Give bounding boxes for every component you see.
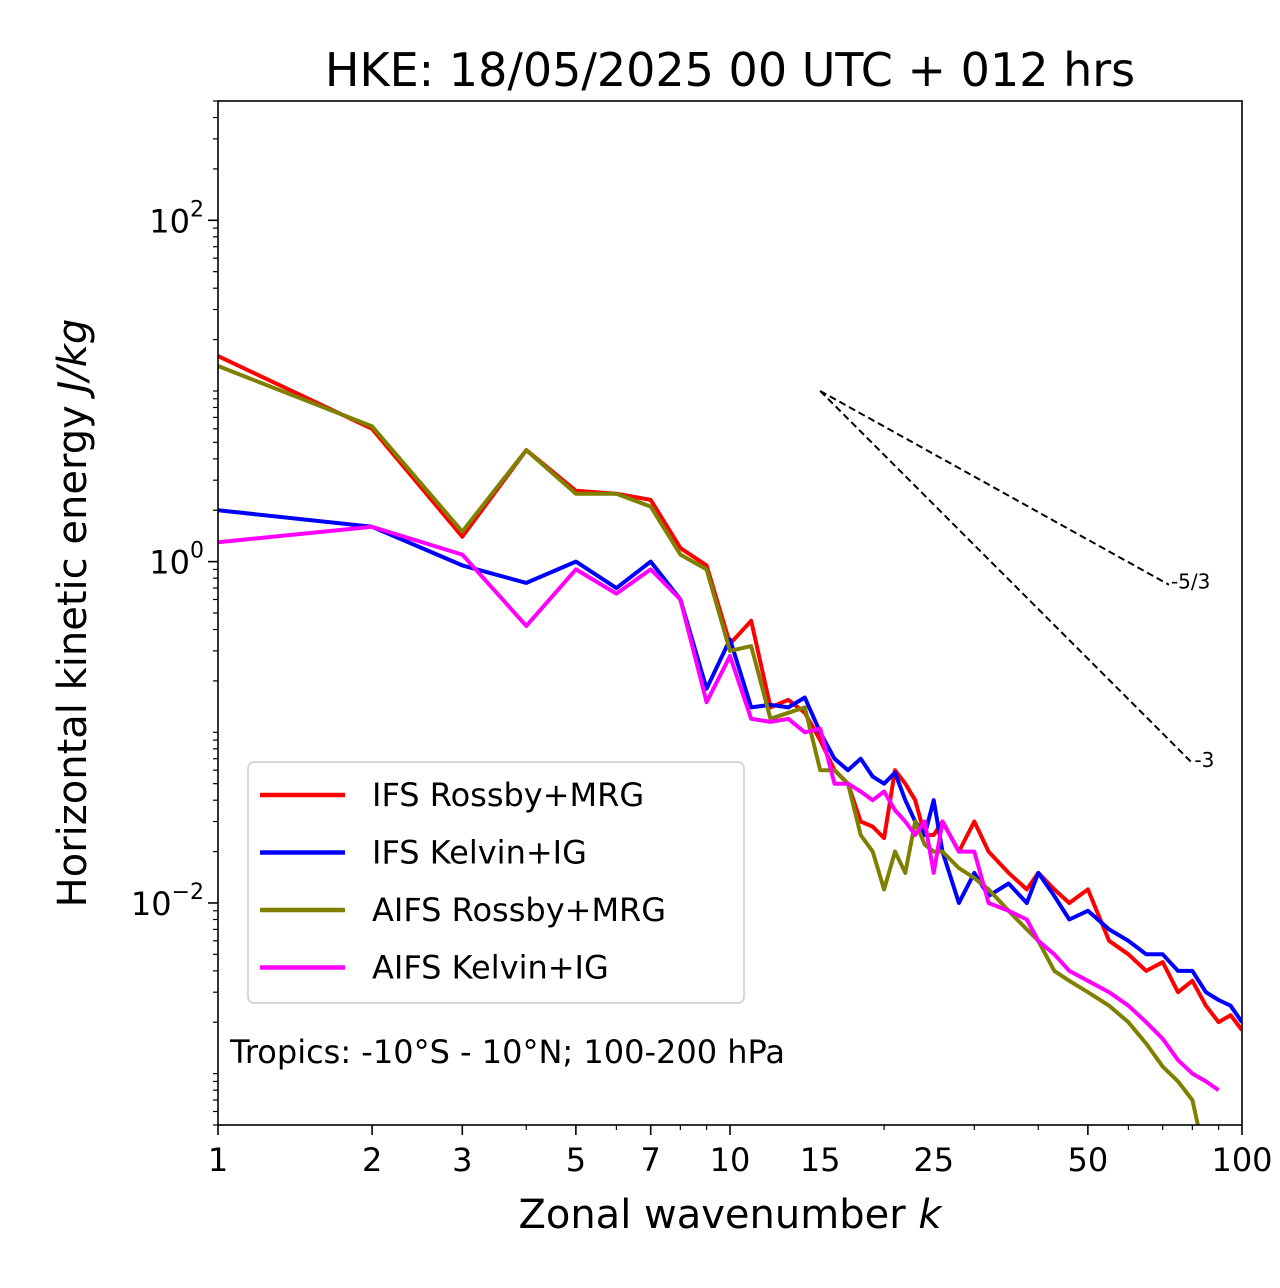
x-tick-label: 10 bbox=[710, 1141, 751, 1179]
series-lines bbox=[218, 354, 1242, 1125]
x-tick-label: 5 bbox=[566, 1141, 586, 1179]
legend-label: AIFS Kelvin+IG bbox=[372, 949, 609, 987]
x-tick-label: 7 bbox=[641, 1141, 661, 1179]
legend-label: IFS Rossby+MRG bbox=[372, 776, 644, 814]
x-tick-label: 2 bbox=[362, 1141, 382, 1179]
legend-label: AIFS Rossby+MRG bbox=[372, 891, 666, 929]
x-axis-label: Zonal wavenumber k bbox=[518, 1192, 943, 1238]
x-tick-label: 100 bbox=[1211, 1141, 1272, 1179]
series-line-aifs-rossby-mrg bbox=[218, 364, 1200, 1125]
y-axis-label: Horizontal kinetic energy J/kg bbox=[50, 319, 96, 908]
series-line-ifs-rossby-mrg bbox=[218, 354, 1242, 1032]
legend-box bbox=[247, 761, 745, 1004]
y-tick-label: 102 bbox=[149, 197, 204, 240]
y-tick-label: 100 bbox=[149, 539, 204, 582]
x-tick-label: 25 bbox=[913, 1141, 954, 1179]
x-tick-label: 1 bbox=[208, 1141, 228, 1179]
legend-label: IFS Kelvin+IG bbox=[372, 834, 587, 872]
x-tick-label: 15 bbox=[800, 1141, 841, 1179]
slope-label: -5/3 bbox=[1171, 570, 1210, 594]
y-tick-label: 10−2 bbox=[131, 880, 204, 923]
chart-title: HKE: 18/05/2025 00 UTC + 012 hrs bbox=[325, 43, 1135, 97]
slope-line bbox=[819, 390, 1194, 764]
legend: IFS Rossby+MRG IFS Kelvin+IG AIFS Rossby+M… bbox=[247, 761, 745, 1004]
x-tick-label: 50 bbox=[1068, 1141, 1109, 1179]
region-annotation: Tropics: -10°S - 10°N; 100-200 hPa bbox=[229, 1033, 785, 1071]
plot-area: -5/3 -3 1 2 3 5 7 10 15 25 50 100 102 100 10−2 bbox=[131, 100, 1273, 1179]
x-axis-ticks: 1 2 3 5 7 10 15 25 50 100 bbox=[208, 1125, 1273, 1179]
reference-slopes: -5/3 -3 bbox=[819, 390, 1214, 772]
y-axis-ticks: 102 100 10−2 bbox=[131, 100, 218, 1126]
slope-line bbox=[819, 390, 1170, 586]
x-tick-label: 3 bbox=[452, 1141, 472, 1179]
slope-label: -3 bbox=[1194, 748, 1214, 772]
series-line-aifs-kelvin-ig bbox=[218, 524, 1220, 1092]
